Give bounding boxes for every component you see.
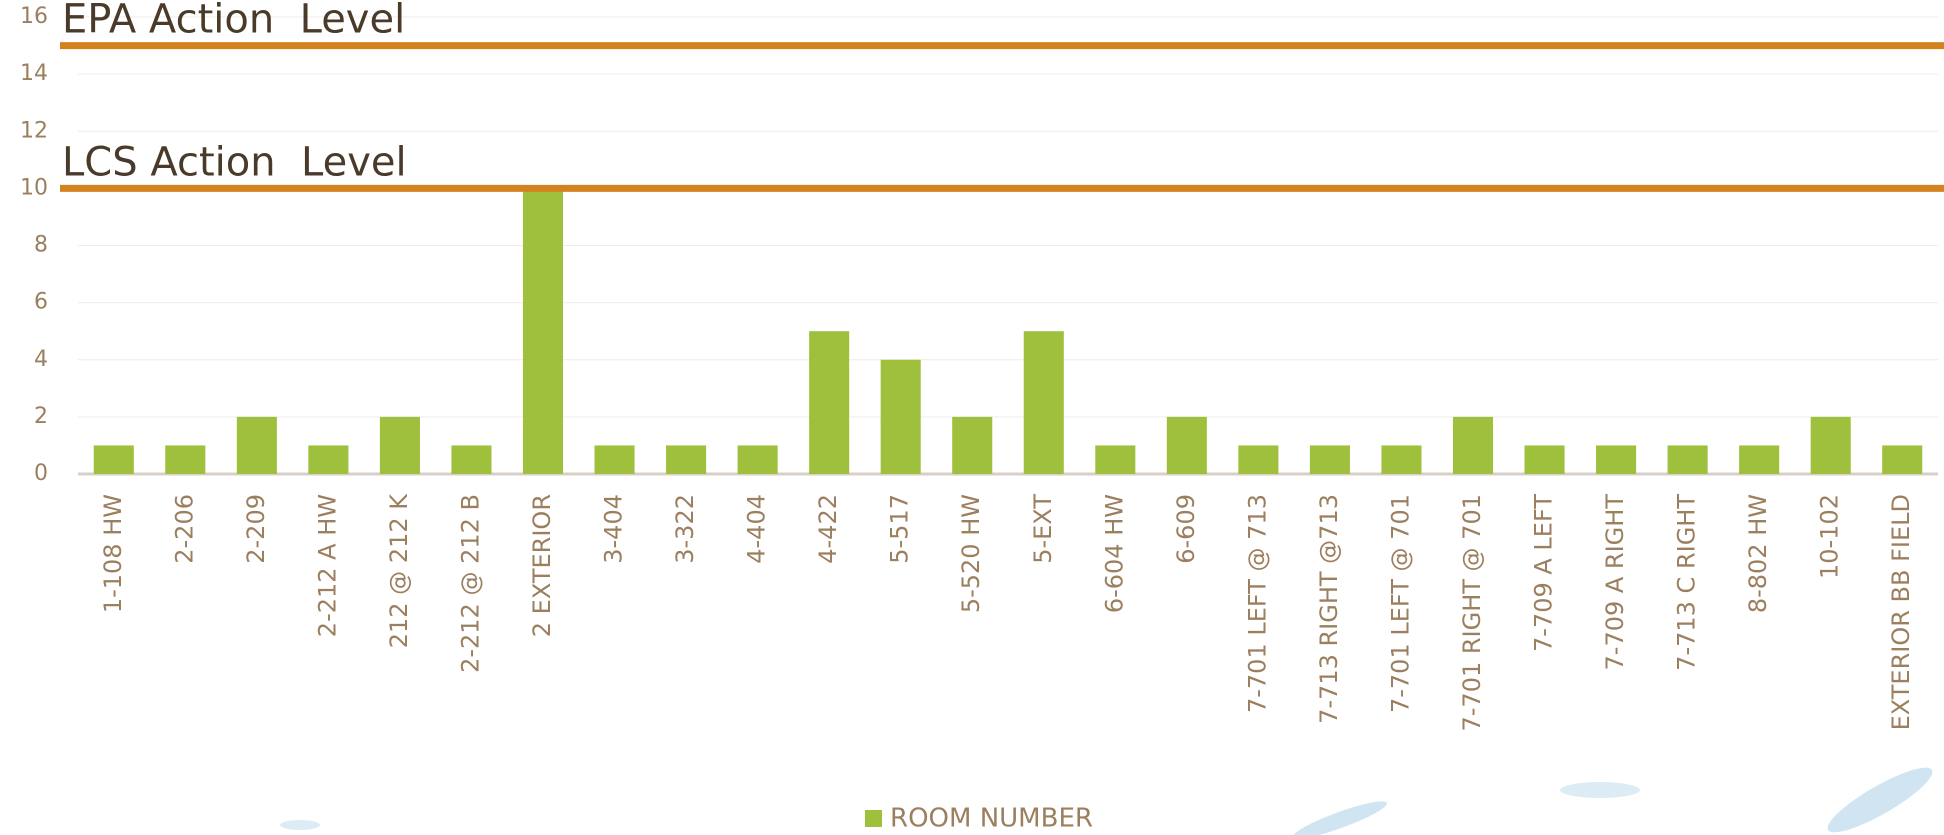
x-tick-label: 7-713 RIGHT @713 <box>1315 494 1343 724</box>
x-tick-label: 6-609 <box>1172 494 1200 564</box>
legend-label: ROOM NUMBER <box>890 804 1093 834</box>
x-tick-label: 5-517 <box>886 494 914 564</box>
x-tick-label: 3-322 <box>671 494 699 564</box>
x-tick-label: EXTERIOR BB FIELD <box>1887 494 1915 730</box>
x-tick-label: 10-102 <box>1816 494 1844 579</box>
bar <box>666 445 707 474</box>
y-tick-label: 4 <box>34 347 48 372</box>
bar <box>522 188 564 474</box>
x-tick-label: 3-404 <box>600 494 628 564</box>
bar <box>1810 416 1851 474</box>
bar <box>1023 331 1064 474</box>
x-tick-label: 5-520 HW <box>957 494 985 613</box>
y-tick-label: 6 <box>34 290 48 315</box>
y-tick-label: 12 <box>20 118 48 143</box>
y-tick-label: 2 <box>34 404 48 429</box>
background-decor <box>280 767 1933 835</box>
reference-label: EPA Action Level <box>62 0 405 43</box>
bar <box>1309 445 1350 474</box>
bar <box>952 416 993 474</box>
x-tick-label: 1-108 HW <box>99 494 127 613</box>
x-tick-label: 2-206 <box>170 494 198 564</box>
x-tick-label: 2 EXTERIOR <box>528 494 556 637</box>
legend-swatch <box>865 810 882 827</box>
x-tick-label: 7-709 A RIGHT <box>1601 494 1629 671</box>
bar <box>880 359 921 474</box>
x-tick-label: 6-604 HW <box>1100 494 1128 613</box>
x-tick-label: 7-701 LEFT @ 713 <box>1243 494 1271 713</box>
y-tick-label: 10 <box>20 175 48 200</box>
y-tick-label: 14 <box>20 61 48 86</box>
bar <box>1381 445 1422 474</box>
bar <box>809 331 850 474</box>
bar <box>1739 445 1780 474</box>
x-tick-label: 2-212 A HW <box>313 494 341 637</box>
y-tick-label: 0 <box>34 461 48 486</box>
bar <box>165 445 206 474</box>
bar <box>1524 445 1565 474</box>
x-tick-label: 7-713 C RIGHT <box>1673 494 1701 671</box>
bar <box>737 445 778 474</box>
bar <box>594 445 635 474</box>
bar <box>1095 445 1136 474</box>
bar <box>1166 416 1207 474</box>
bar <box>1238 445 1279 474</box>
x-tick-label: 7-701 RIGHT @ 701 <box>1458 494 1486 732</box>
x-tick-label: 4-404 <box>743 494 771 564</box>
x-tick-label: 2-212 @ 212 B <box>456 494 484 673</box>
x-tick-label: 2-209 <box>242 494 270 564</box>
bar <box>1882 445 1923 474</box>
x-tick-label: 5-EXT <box>1029 494 1057 564</box>
bar <box>1667 445 1708 474</box>
bar <box>1452 416 1494 474</box>
x-tick-label: 7-709 A LEFT <box>1530 494 1558 652</box>
bar <box>1596 445 1637 474</box>
y-tick-label: 16 <box>20 4 48 29</box>
bar <box>236 416 277 474</box>
bar <box>93 445 134 474</box>
x-tick-label: 8-802 HW <box>1744 494 1772 613</box>
y-tick-label: 8 <box>34 233 48 258</box>
bar <box>308 445 349 474</box>
x-tick-label: 4-422 <box>814 494 842 564</box>
x-tick-label: 212 @ 212 K <box>385 493 413 649</box>
x-tick-label: 7-701 LEFT @ 701 <box>1386 494 1414 713</box>
reference-label: LCS Action Level <box>62 139 407 185</box>
bar <box>451 445 492 474</box>
bar <box>379 416 420 474</box>
